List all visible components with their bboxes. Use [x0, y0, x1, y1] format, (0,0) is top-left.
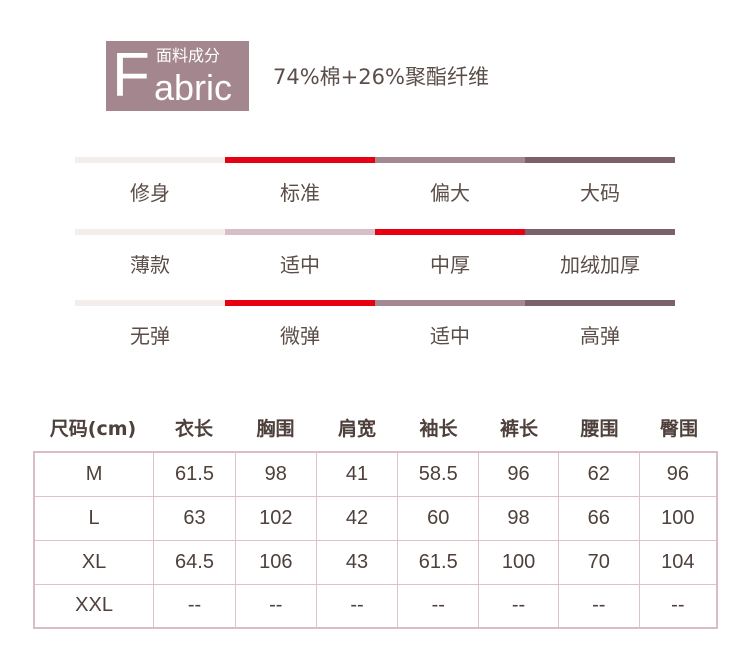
table-cell: 106 [234, 539, 317, 585]
size-label: XL [33, 539, 155, 585]
table-cell: 62 [557, 451, 640, 497]
scale-bar [75, 157, 675, 163]
scale-option: 微弹 [280, 324, 320, 348]
table-cell: 58.5 [397, 451, 480, 497]
table-cell: 70 [557, 539, 640, 585]
scale-option: 修身 [130, 181, 170, 205]
scale-segment [75, 300, 225, 306]
table-cell: 41 [315, 451, 399, 497]
table-cell: 104 [638, 539, 718, 585]
column-header: 肩宽 [337, 418, 376, 440]
table-cell: 61.5 [397, 539, 480, 585]
table-cell: -- [153, 583, 236, 629]
table-cell: 60 [397, 495, 480, 541]
table-row: XXL -- -- -- -- -- -- -- [33, 583, 718, 629]
scale-option: 标准 [280, 181, 320, 205]
table-cell: -- [397, 583, 480, 629]
table-cell: 66 [557, 495, 640, 541]
scale-option: 适中 [430, 324, 470, 348]
table-cell: 96 [638, 451, 718, 497]
table-cell: 63 [153, 495, 236, 541]
column-header: 裤长 [499, 418, 538, 440]
scale-fit: 修身 标准 偏大 大码 [75, 157, 675, 206]
badge-title: 面料成分 [156, 46, 221, 65]
table-row: L 63 102 42 60 98 66 100 [33, 495, 718, 541]
fabric-composition: 74%棉+26%聚酯纤维 [273, 65, 489, 89]
size-label: XXL [33, 583, 155, 629]
badge-word: abric [154, 67, 233, 108]
scale-option: 高弹 [580, 324, 620, 348]
table-row: XL 64.5 106 43 61.5 100 70 104 [33, 539, 718, 585]
scale-bar [75, 229, 675, 235]
size-table: M 61.5 98 41 58.5 96 62 96 L 63 102 42 60 98 66 100 XL 64… [33, 451, 718, 629]
table-cell: 102 [234, 495, 317, 541]
table-cell: 61.5 [153, 451, 236, 497]
scale-option: 大码 [580, 181, 620, 205]
column-header: 衣长 [174, 418, 213, 440]
column-header: 胸围 [256, 418, 295, 440]
scale-segment [375, 157, 525, 163]
table-row: M 61.5 98 41 58.5 96 62 96 [33, 451, 718, 497]
scale-segment [525, 157, 675, 163]
scale-elasticity: 无弹 微弹 适中 高弹 [75, 300, 675, 349]
scale-segment-selected [375, 229, 525, 235]
scale-segment [525, 300, 675, 306]
scale-option: 加绒加厚 [560, 253, 640, 277]
column-header: 臀围 [659, 418, 698, 440]
scale-bar [75, 300, 675, 306]
table-cell: 64.5 [153, 539, 236, 585]
table-cell: 100 [638, 495, 718, 541]
table-cell: -- [557, 583, 640, 629]
table-cell: -- [478, 583, 559, 629]
scale-segment [375, 300, 525, 306]
scale-segment [525, 229, 675, 235]
table-cell: -- [638, 583, 718, 629]
column-header: 袖长 [419, 418, 458, 440]
scale-segment [75, 157, 225, 163]
scale-segment-selected [225, 300, 375, 306]
scale-option: 偏大 [430, 181, 470, 205]
table-cell: -- [315, 583, 399, 629]
column-header: 腰围 [580, 418, 619, 440]
table-cell: 42 [315, 495, 399, 541]
table-cell: -- [234, 583, 317, 629]
scale-option: 无弹 [130, 324, 170, 348]
badge-letter: F [112, 41, 150, 110]
size-table-header: 尺码(cm) 衣长 胸围 肩宽 袖长 裤长 腰围 臀围 [33, 414, 718, 441]
scale-thickness: 薄款 适中 中厚 加绒加厚 [75, 229, 675, 278]
size-label: L [33, 495, 155, 541]
scale-segment [225, 229, 375, 235]
scale-segment-selected [225, 157, 375, 163]
fabric-badge: F 面料成分 abric [106, 41, 249, 111]
table-cell: 100 [478, 539, 559, 585]
table-cell: 98 [478, 495, 559, 541]
table-cell: 98 [234, 451, 317, 497]
scale-option: 适中 [280, 253, 320, 277]
table-cell: 96 [478, 451, 559, 497]
size-label: M [33, 451, 155, 497]
scale-option: 中厚 [430, 253, 470, 277]
scale-option: 薄款 [130, 253, 170, 277]
column-header: 尺码(cm) [49, 418, 137, 440]
scale-segment [75, 229, 225, 235]
table-cell: 43 [315, 539, 399, 585]
